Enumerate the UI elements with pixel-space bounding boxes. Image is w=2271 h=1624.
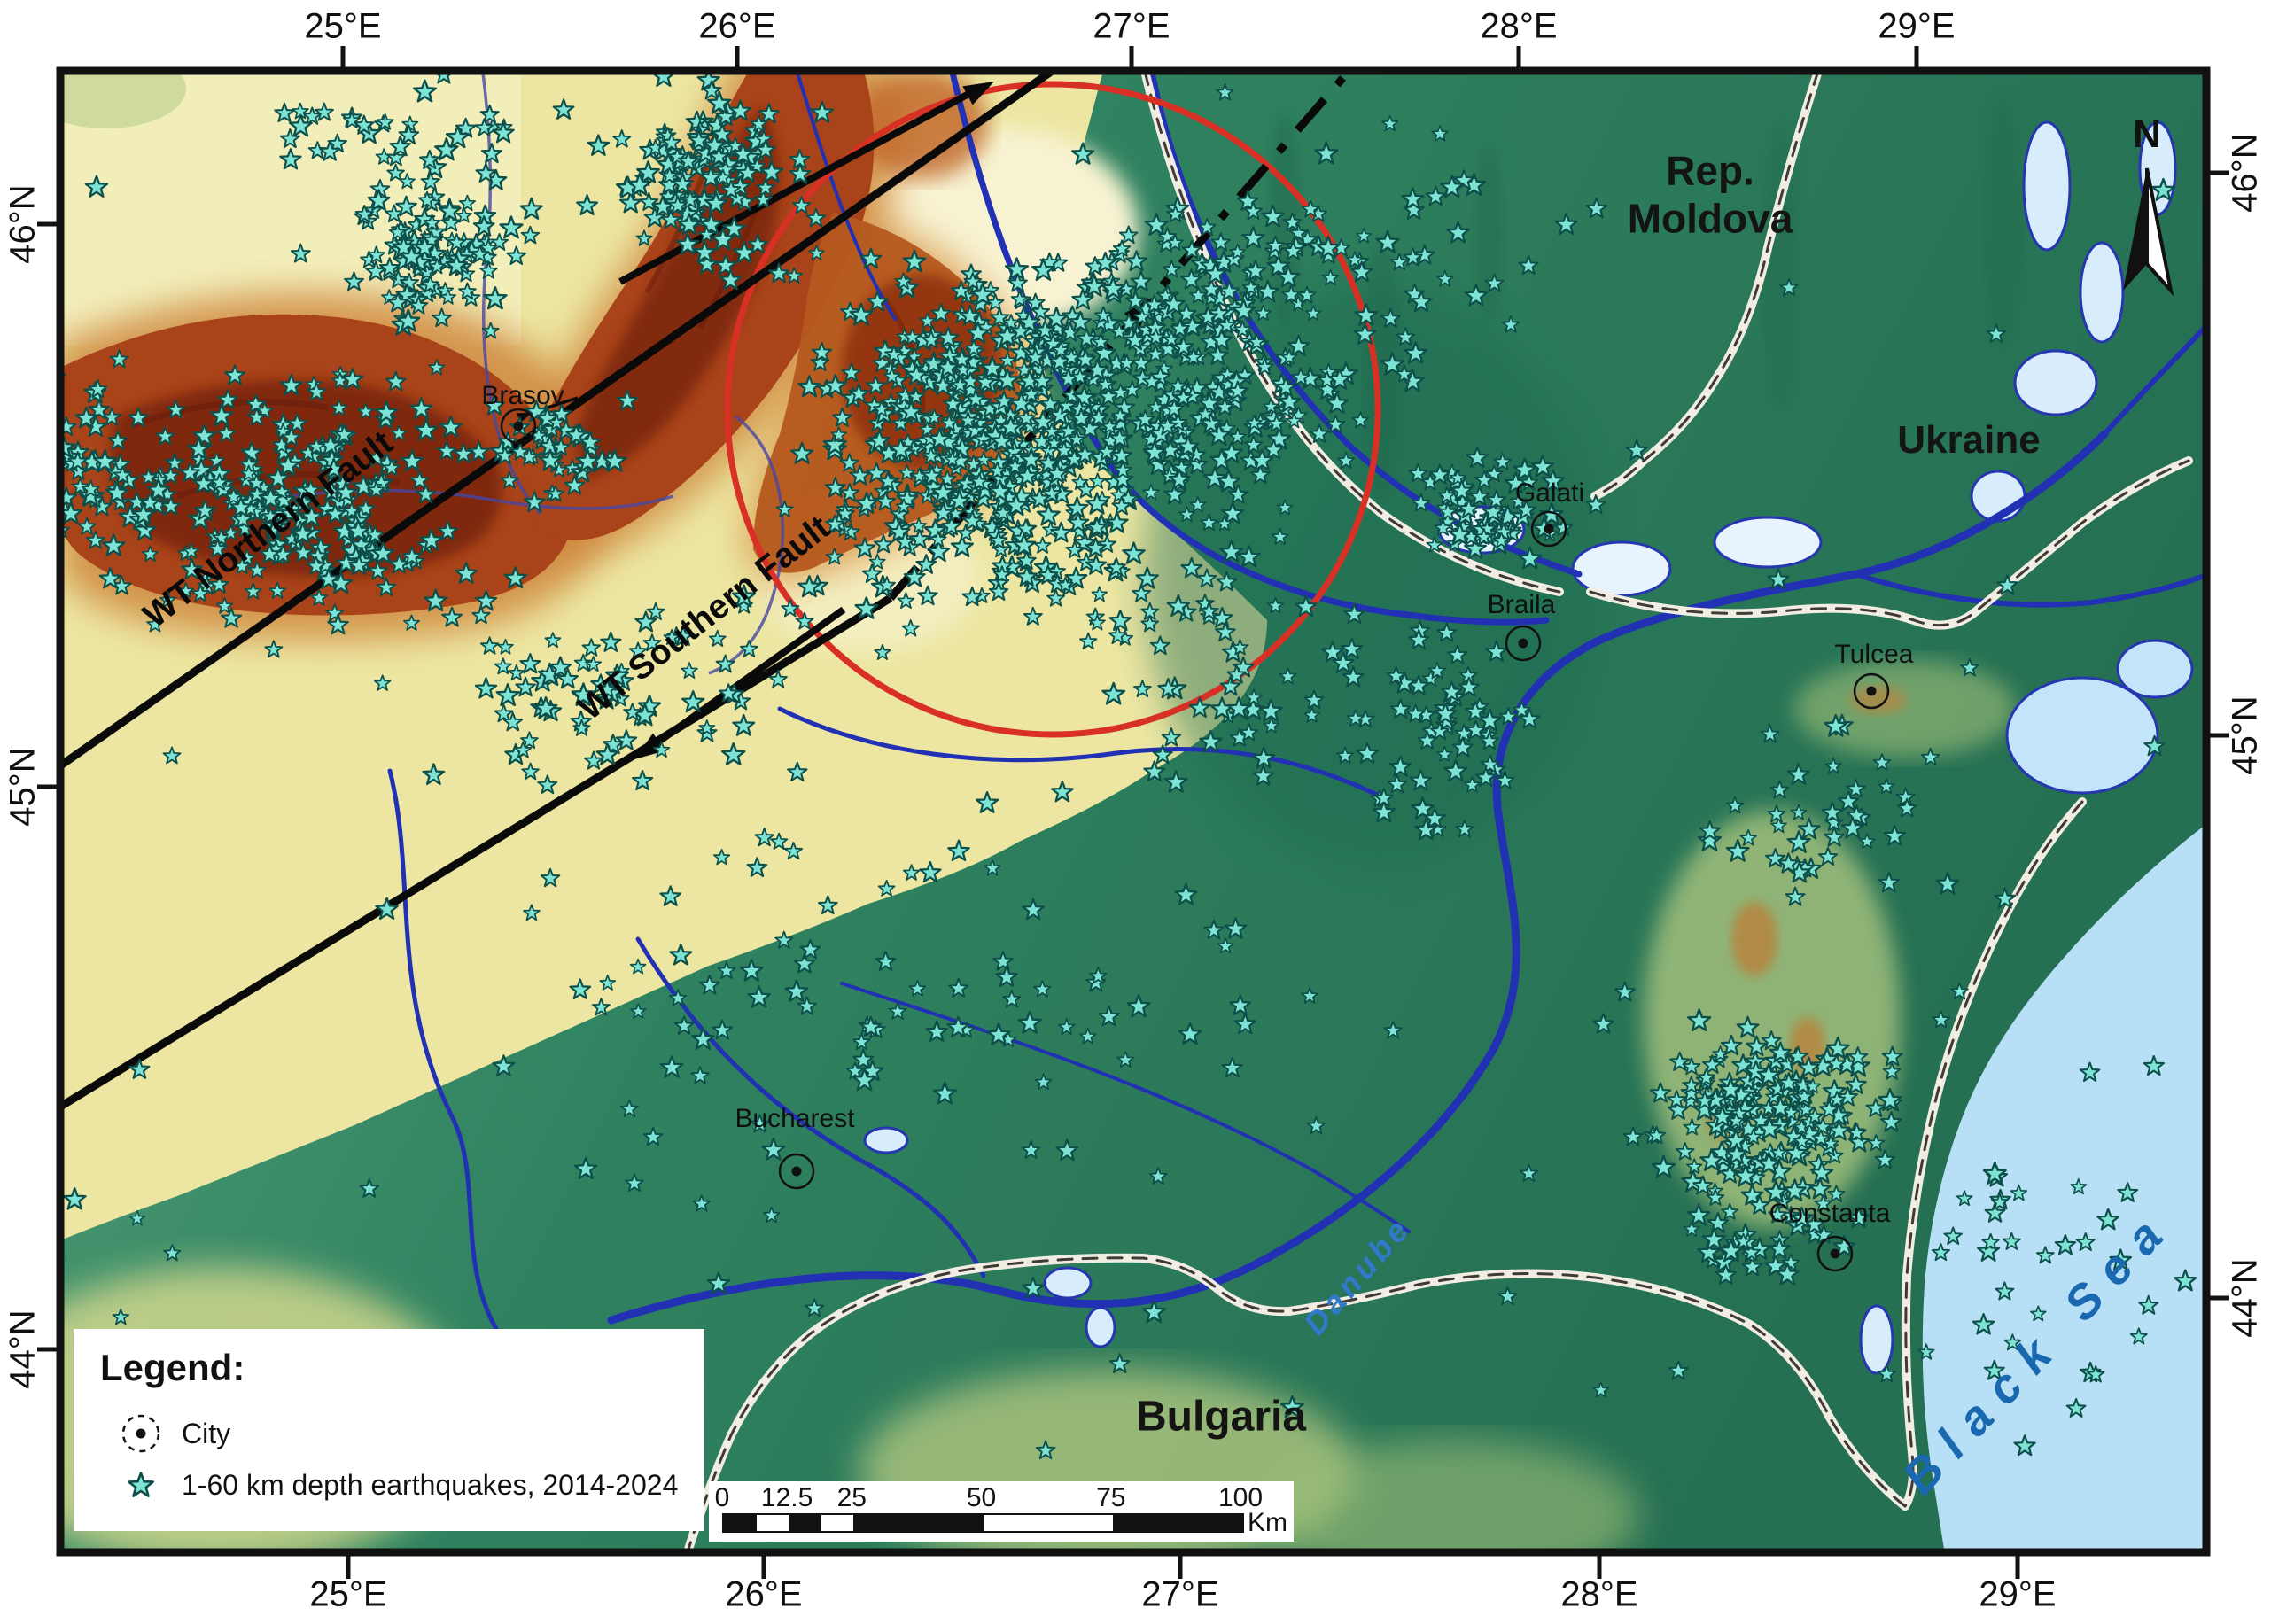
scale-number-100: 100	[1217, 1483, 1264, 1512]
northern-slip-arrow-shaft	[618, 83, 984, 285]
scale-bar: 0 12.5 25 50 75 100 Km	[709, 1481, 1294, 1542]
scale-segment	[821, 1515, 854, 1531]
terrain-layer	[15, 71, 2206, 1552]
earthquake-star	[24, 429, 45, 449]
scale-segment	[756, 1515, 789, 1531]
scale-number-0: 0	[714, 1483, 730, 1512]
map-frame	[56, 66, 2211, 1557]
legend-title: Legend:	[100, 1347, 245, 1388]
earthquake-star	[40, 493, 57, 509]
legend-item-earthquakes: 1-60 km depth earthquakes, 2014-2024	[100, 1469, 704, 1502]
scale-number-25: 25	[836, 1483, 867, 1512]
southern-slip-arrow-shaft	[642, 606, 846, 755]
legend-item-earthquakes-label: 1-60 km depth earthquakes, 2014-2024	[182, 1469, 679, 1501]
north-arrow-icon	[2123, 167, 2174, 297]
city-symbol-icon	[100, 1410, 182, 1457]
rivers	[387, 71, 2206, 1376]
wt-southern-fault-line	[60, 594, 893, 1112]
scale-segment	[983, 1515, 1113, 1531]
graticule-ticks	[37, 46, 2229, 1579]
legend: Legend: City 1-60 km depth earthquakes, …	[74, 1329, 704, 1531]
vrancea-study-circle	[724, 81, 1381, 738]
legend-item-city: City	[100, 1410, 704, 1457]
scale-bar-unit: Km	[1248, 1508, 1287, 1537]
scale-number-75: 75	[1096, 1483, 1126, 1512]
lakes	[863, 120, 2177, 1375]
legend-item-city-label: City	[182, 1417, 231, 1449]
scale-segment	[853, 1515, 984, 1531]
city-marker-tulcea	[1853, 672, 1890, 710]
scale-segment	[789, 1515, 821, 1531]
earthquake-star	[41, 439, 58, 456]
city-marker-constanta	[1816, 1235, 1854, 1272]
earthquake-star-icon	[100, 1471, 182, 1501]
scale-number-50: 50	[966, 1483, 997, 1512]
city-marker-galati	[1530, 510, 1567, 548]
earthquake-star	[38, 460, 58, 478]
scale-number-12.5: 12.5	[760, 1483, 813, 1512]
earthquake-star	[17, 467, 35, 485]
city-marker-brasov	[500, 408, 537, 445]
northern-slip-arrowhead-icon	[962, 82, 994, 105]
earthquake-star	[15, 520, 36, 540]
city-markers-layer	[500, 408, 1890, 1272]
city-marker-bucharest	[778, 1153, 815, 1190]
city-marker-braila	[1505, 625, 1542, 662]
scale-segment	[724, 1515, 757, 1531]
scale-bar-segments	[722, 1513, 1244, 1533]
scale-segment	[1112, 1515, 1242, 1531]
earthquake-star	[25, 466, 43, 484]
